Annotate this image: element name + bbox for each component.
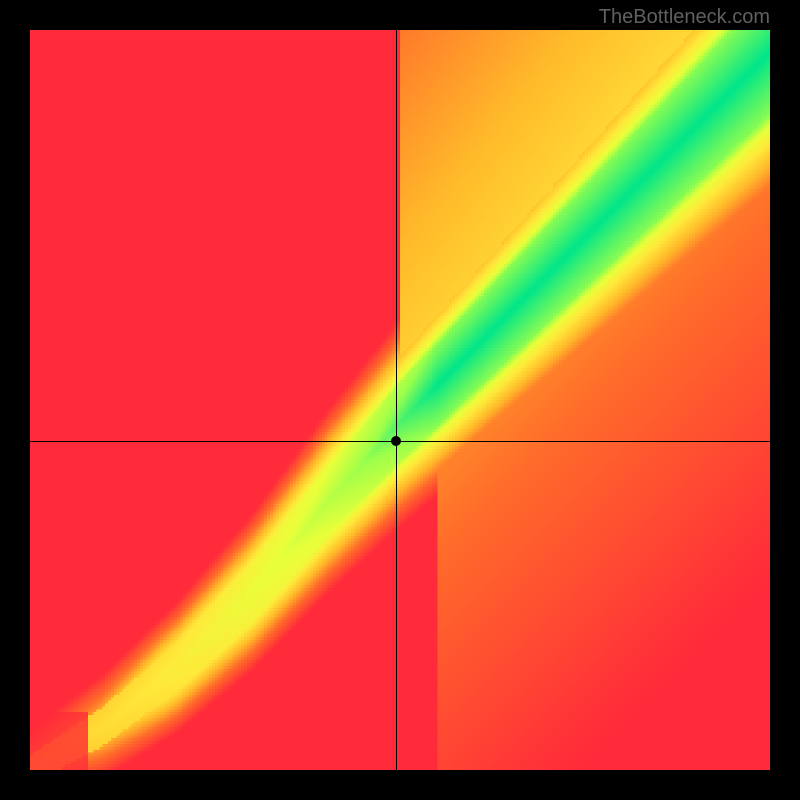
crosshair-marker	[391, 436, 401, 446]
heatmap-plot	[30, 30, 770, 770]
watermark-text: TheBottleneck.com	[599, 6, 770, 29]
heatmap-canvas	[30, 30, 770, 770]
crosshair-vertical	[396, 30, 397, 770]
